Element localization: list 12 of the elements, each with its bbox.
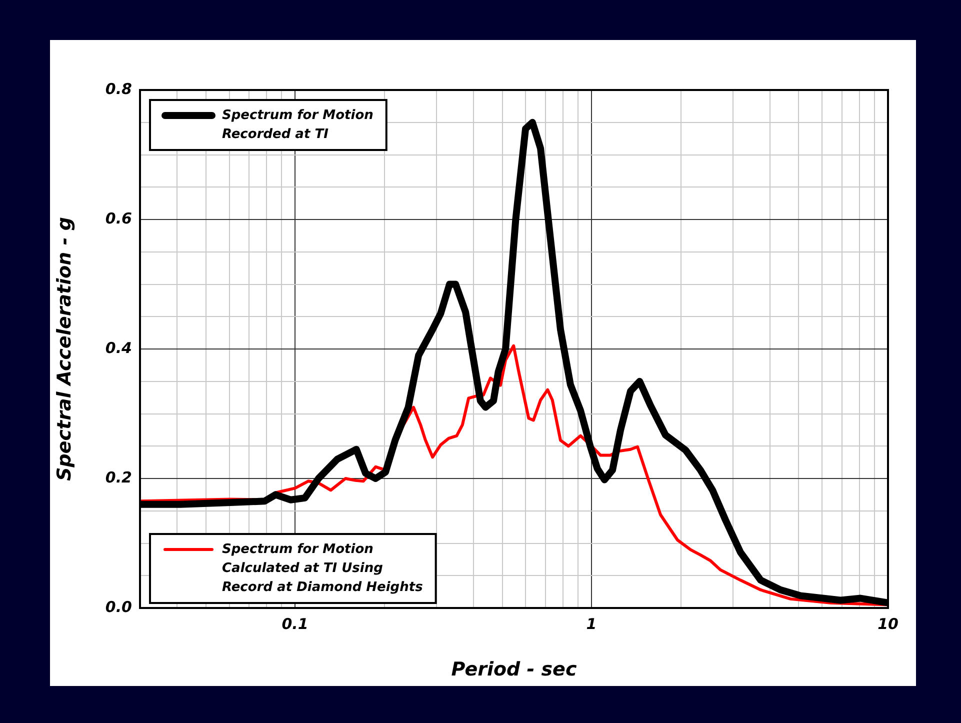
legend-label: Spectrum for Motion Calculated at TI Using Record at Diamond Heights (222, 542, 424, 595)
y-tick-label: 0.6 (105, 209, 132, 228)
y-tick-label: 0.2 (105, 468, 132, 486)
y-axis-title: Spectral Acceleration - g (53, 217, 76, 481)
x-tick-label: 1 (586, 614, 597, 633)
legend-label: Spectrum for Motion Recorded at TI (222, 108, 374, 142)
x-tick-label: 0.1 (282, 614, 308, 633)
x-axis-title: Period - sec (451, 658, 578, 681)
y-tick-label: 0.4 (105, 338, 132, 357)
y-tick-label: 0.8 (105, 80, 132, 98)
y-tick-label: 0.0 (105, 598, 132, 616)
x-tick-label: 10 (878, 614, 898, 633)
